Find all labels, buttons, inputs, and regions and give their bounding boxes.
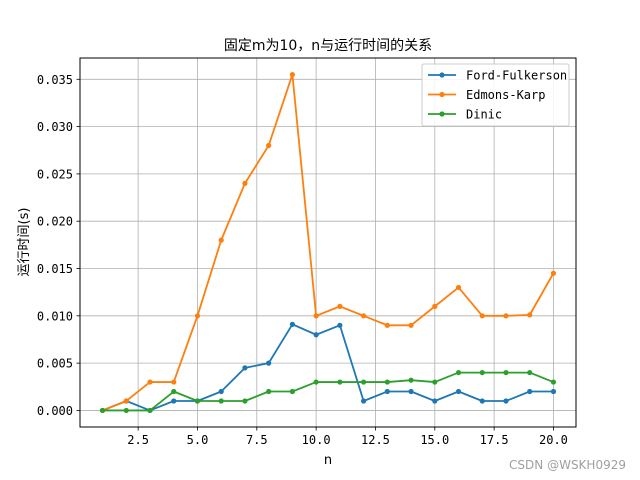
data-point-edmons-karp [266,142,272,149]
data-point-dinic [266,388,272,395]
data-point-edmons-karp [123,398,129,404]
data-point-edmons-karp [527,312,533,318]
data-point-ford-fulkerson [432,398,438,404]
data-point-edmons-karp [550,270,557,276]
y-tick-label: 0.035 [37,73,73,87]
data-point-edmons-karp [218,237,224,243]
data-point-edmons-karp [503,313,509,319]
legend: Ford-Fulkerson Edmons-Karp Dinic [421,63,570,127]
legend-label: Dinic [466,108,502,122]
data-point-dinic [479,369,485,376]
data-point-edmons-karp [337,303,343,309]
legend-label: Ford-Fulkerson [466,69,567,83]
legend-box [421,63,570,127]
data-point-edmons-karp [384,322,390,328]
legend-swatch-marker [439,91,445,98]
data-point-dinic [313,379,319,385]
data-point-dinic [455,369,462,376]
series-line-edmons-karp [102,73,555,412]
data-point-edmons-karp [289,71,296,78]
y-tick-label: 0.015 [37,262,73,276]
x-tick-label: 2.5 [127,433,149,447]
y-axis-ticks: 0.000 0.005 0.010 0.015 0.020 0.025 0.030 0.035 [37,73,80,418]
data-point-ford-fulkerson [313,332,319,338]
data-point-dinic [550,379,557,385]
data-point-edmons-karp [479,313,485,319]
data-point-ford-fulkerson [242,365,248,371]
data-point-dinic [123,407,129,414]
data-point-ford-fulkerson [479,398,485,404]
y-tick-label: 0.020 [37,215,73,229]
data-point-dinic [408,377,414,383]
series-layer [99,71,557,414]
watermark: CSDN @WSKH0929 [509,458,626,472]
data-point-ford-fulkerson [360,398,367,404]
data-point-ford-fulkerson [218,388,224,395]
series-line-ford-fulkerson [102,323,554,412]
data-point-dinic [171,388,177,395]
data-point-edmons-karp [408,322,414,328]
chart-title: 固定m为10，n与运行时间的关系 [224,38,432,54]
x-tick-label: 7.5 [246,433,268,447]
data-point-dinic [194,398,201,404]
y-tick-label: 0.000 [37,404,73,418]
data-point-ford-fulkerson [503,398,509,404]
x-axis-label: n [324,453,332,468]
legend-swatch-marker [439,72,445,78]
data-point-ford-fulkerson [337,322,343,328]
data-point-edmons-karp [242,180,248,186]
x-tick-label: 20.0 [539,433,568,447]
data-point-dinic [289,388,296,395]
y-tick-label: 0.030 [37,120,73,134]
x-tick-label: 15.0 [420,433,449,447]
data-point-ford-fulkerson [266,360,272,366]
plot-frame [79,57,577,428]
legend-item-dinic: Dinic [428,108,502,122]
legend-swatch-marker [439,111,445,117]
data-point-edmons-karp [432,303,438,309]
data-point-ford-fulkerson [171,398,177,404]
x-axis-ticks: 2.5 5.0 7.5 10.0 12.5 15.0 17.5 20.0 [127,427,568,447]
data-point-edmons-karp [147,379,153,385]
data-point-dinic [360,379,367,385]
x-tick-label: 10.0 [302,433,331,447]
legend-item-edmons-karp: Edmons-Karp [428,88,545,102]
data-point-dinic [337,379,343,385]
y-tick-label: 0.005 [37,357,73,371]
data-point-edmons-karp [360,313,367,319]
data-point-edmons-karp [455,284,462,291]
x-tick-label: 5.0 [187,433,209,447]
data-point-dinic [432,379,438,385]
data-point-ford-fulkerson [384,388,390,395]
data-point-ford-fulkerson [550,388,557,395]
data-point-ford-fulkerson [289,321,296,327]
data-point-dinic [384,379,390,385]
legend-item-ford-fulkerson: Ford-Fulkerson [428,69,567,83]
y-axis-label: 运行时间(s) [17,208,32,277]
data-point-dinic [147,407,153,414]
data-point-dinic [99,407,106,414]
data-point-ford-fulkerson [455,388,462,395]
data-point-ford-fulkerson [527,388,533,395]
x-tick-label: 12.5 [361,433,390,447]
data-point-dinic [218,398,224,404]
data-point-edmons-karp [313,313,319,319]
x-tick-label: 17.5 [480,433,509,447]
data-point-dinic [503,369,509,376]
y-tick-label: 0.010 [37,309,73,323]
legend-label: Edmons-Karp [466,88,545,102]
data-point-edmons-karp [194,313,201,319]
data-point-ford-fulkerson [408,388,414,395]
series-line-dinic [102,371,554,412]
data-point-dinic [527,369,533,376]
y-tick-label: 0.025 [37,167,73,181]
data-point-edmons-karp [171,379,177,385]
data-point-dinic [242,398,248,404]
series-edmons-karp [99,71,557,414]
series-dinic [99,369,557,414]
